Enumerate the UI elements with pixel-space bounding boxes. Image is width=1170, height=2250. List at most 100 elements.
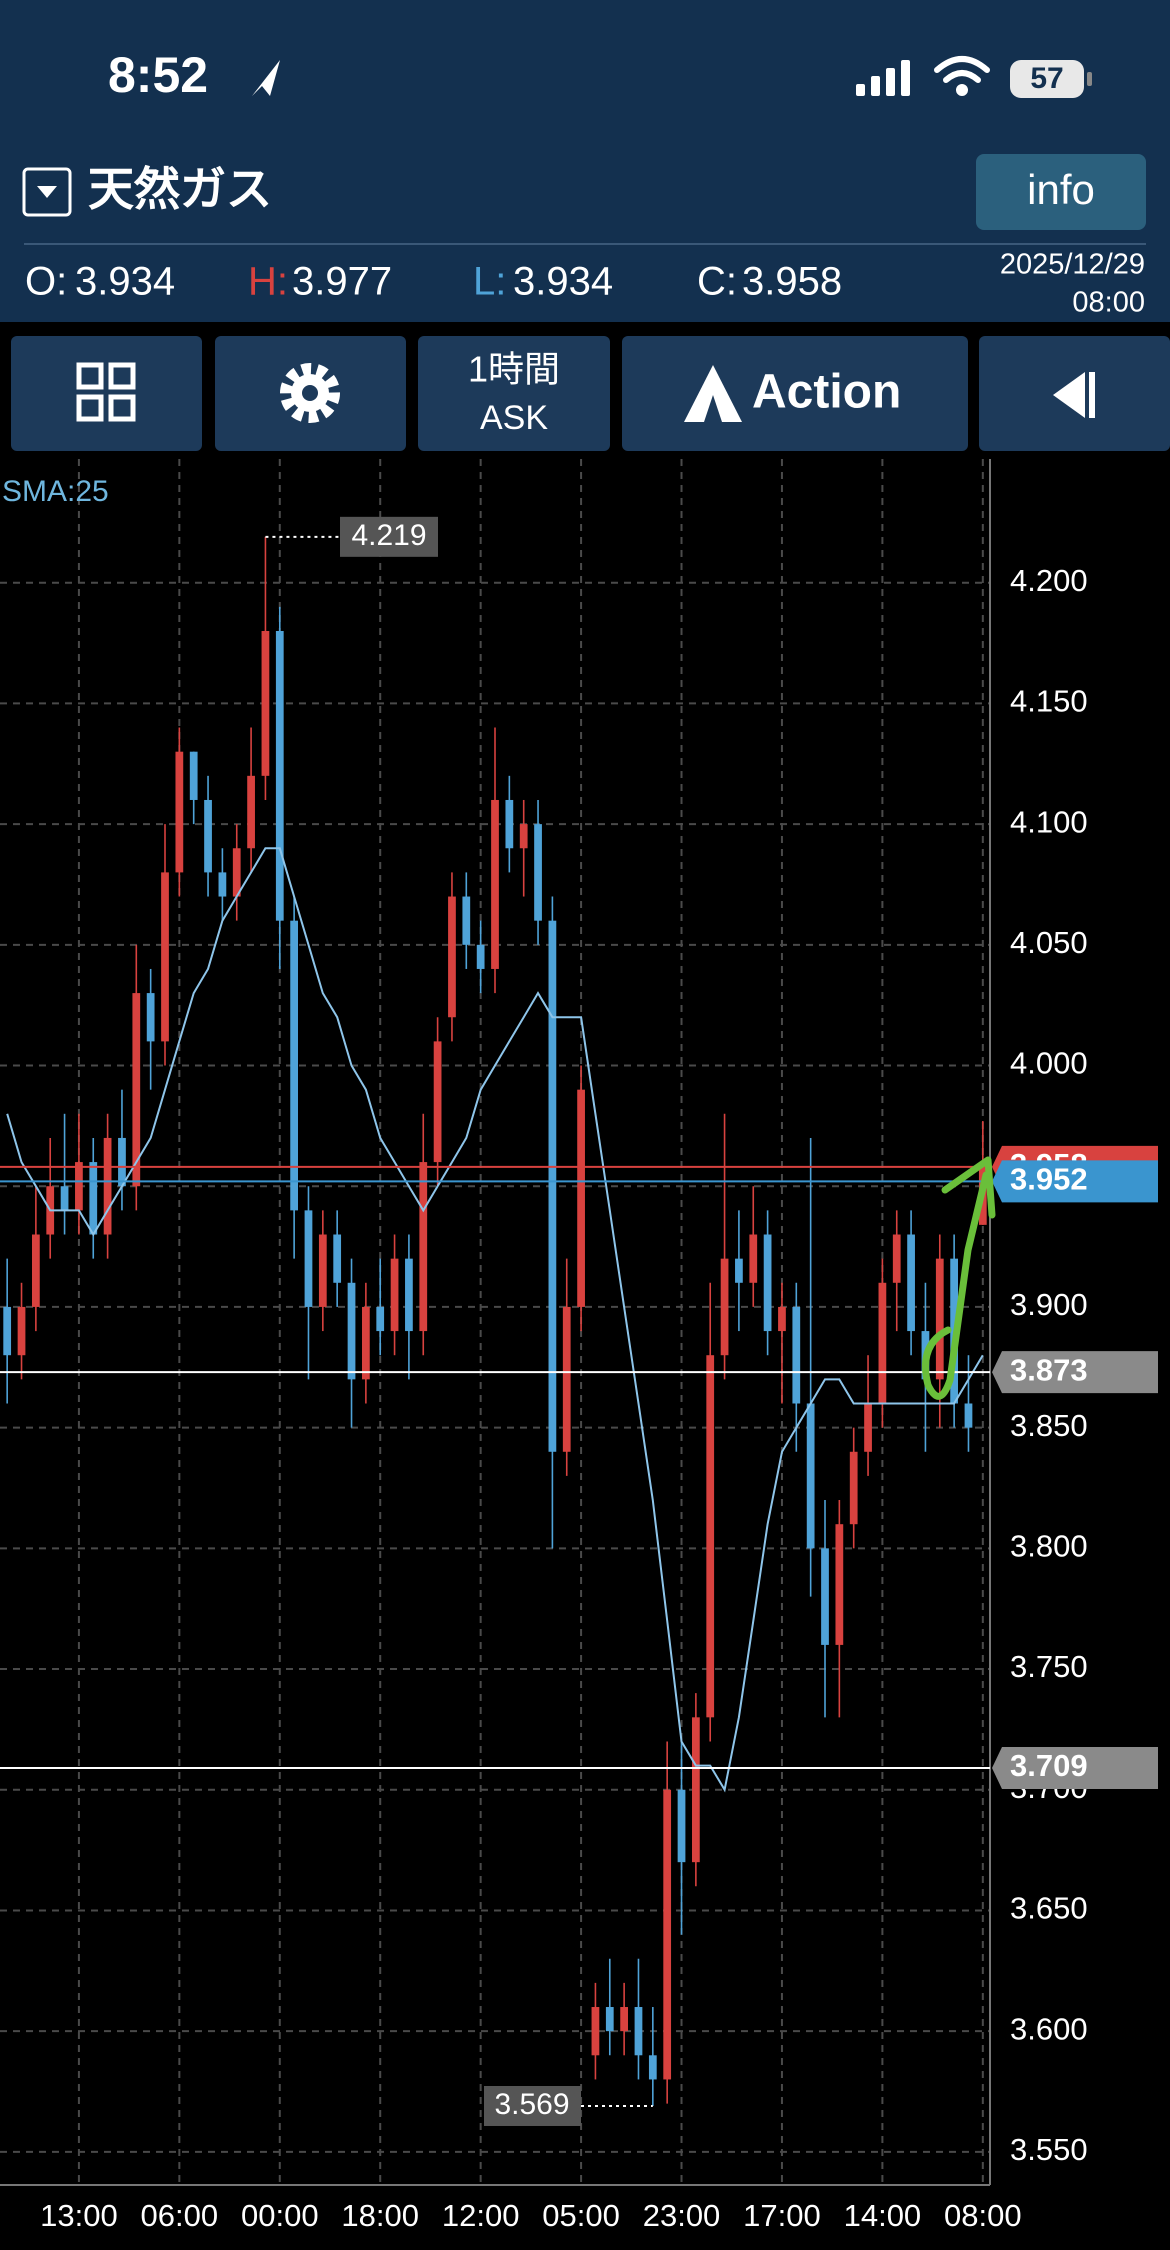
y-tick-label: 3.850 <box>1010 1408 1088 1443</box>
candle-body <box>304 1210 313 1307</box>
info-label: info <box>1027 166 1095 213</box>
action-icon <box>684 365 742 422</box>
candle-body <box>318 1234 327 1307</box>
candle-body <box>778 1306 786 1332</box>
x-tick-label: 00:00 <box>241 2198 319 2233</box>
candle-body <box>519 824 528 849</box>
candle-body <box>204 799 212 873</box>
candle-body <box>433 1041 442 1163</box>
candle-body <box>476 944 485 969</box>
candle-body <box>75 1162 83 1211</box>
header-background <box>0 0 1170 322</box>
wifi-icon <box>934 56 990 96</box>
candle-body <box>89 1162 98 1235</box>
candle-body <box>605 2007 614 2032</box>
ohlc-key: C: <box>697 260 737 304</box>
candle-body <box>3 1306 12 1356</box>
candle-body <box>161 872 169 1042</box>
candle-body <box>347 1282 356 1380</box>
candle-body <box>132 993 141 1187</box>
x-tick-label: 14:00 <box>844 2198 922 2233</box>
location-icon <box>252 60 280 96</box>
x-tick-label: 12:00 <box>442 2198 520 2233</box>
header-date: 2025/12/29 <box>1000 249 1145 281</box>
candle-body <box>390 1258 399 1332</box>
price-badge-label: 3.873 <box>1010 1352 1088 1387</box>
action-icon-cut <box>704 395 722 422</box>
y-tick-label: 3.900 <box>1010 1287 1088 1322</box>
candle-body <box>935 1258 944 1380</box>
candle-body <box>275 630 284 921</box>
candle-body <box>648 2055 657 2080</box>
candle-body <box>146 993 155 1042</box>
sma-line <box>6 847 984 1793</box>
candle-body <box>735 1258 743 1283</box>
ohlc-key: O: <box>25 260 67 304</box>
dropdown-arrow <box>37 186 57 198</box>
candle-body <box>720 1258 729 1356</box>
candle-body <box>175 751 184 873</box>
collapse-bar <box>1089 372 1095 418</box>
candle-body <box>821 1548 829 1645</box>
y-tick-label: 3.800 <box>1010 1529 1088 1564</box>
candle-body <box>864 1403 872 1452</box>
x-tick-label: 17:00 <box>743 2198 821 2233</box>
y-tick-label: 4.000 <box>1010 1046 1088 1081</box>
battery-level: 57 <box>1030 62 1063 95</box>
candle-body <box>763 1234 772 1332</box>
candle-body <box>792 1306 801 1404</box>
ohlc-value: 3.958 <box>742 260 842 304</box>
candle-body <box>706 1355 715 1718</box>
timeframe-label: 1時間 <box>468 349 560 390</box>
candle-body <box>361 1306 370 1380</box>
candle-body <box>31 1234 40 1307</box>
candle-body <box>534 824 542 921</box>
candle-body <box>691 1717 700 1863</box>
price-badge <box>992 1351 1158 1394</box>
drawn-arrow <box>922 1156 996 1400</box>
candle-body <box>620 2007 629 2032</box>
candle-body <box>448 896 456 1018</box>
battery-tip <box>1087 72 1092 86</box>
ohlc-value: 3.977 <box>292 260 392 304</box>
timeframe-button[interactable] <box>418 336 610 451</box>
x-tick-label: 23:00 <box>643 2198 721 2233</box>
high-label: 4.219 <box>351 519 426 552</box>
chart: 3.5503.6003.6503.7003.7503.8003.8503.900… <box>0 459 1158 2233</box>
candle-body <box>505 799 514 849</box>
low-label: 3.569 <box>494 2088 569 2121</box>
y-tick-label: 3.600 <box>1010 2011 1088 2046</box>
ohlc-key: L: <box>473 260 506 304</box>
header-time: 08:00 <box>1072 287 1145 319</box>
action-button[interactable] <box>622 336 968 451</box>
candle-body <box>562 1306 571 1452</box>
candle-body <box>964 1403 973 1428</box>
candle-body <box>290 920 299 1211</box>
price-badge-label: 3.709 <box>1010 1748 1088 1783</box>
candle-body <box>634 2007 643 2056</box>
candle-body <box>835 1524 844 1645</box>
ohlc-value: 3.934 <box>75 260 175 304</box>
x-tick-label: 18:00 <box>341 2198 419 2233</box>
high-label-box <box>340 516 438 557</box>
candle-body <box>892 1234 901 1283</box>
candle-body <box>218 872 227 897</box>
settings-icon <box>280 363 340 423</box>
candle-body <box>849 1451 858 1525</box>
ohlc-value: 3.934 <box>513 260 613 304</box>
dropdown-button[interactable] <box>22 167 72 217</box>
layout-button[interactable] <box>11 336 202 451</box>
info-button[interactable] <box>976 154 1146 230</box>
candle-body <box>491 799 499 969</box>
candle-body <box>548 920 557 1452</box>
candle-body <box>261 630 270 776</box>
candle-body <box>17 1306 26 1356</box>
y-tick-label: 3.650 <box>1010 1891 1088 1926</box>
candle-body <box>878 1282 887 1404</box>
low-label-box <box>484 2085 581 2126</box>
candle-body <box>405 1258 413 1332</box>
y-tick-label: 3.550 <box>1010 2132 1088 2167</box>
